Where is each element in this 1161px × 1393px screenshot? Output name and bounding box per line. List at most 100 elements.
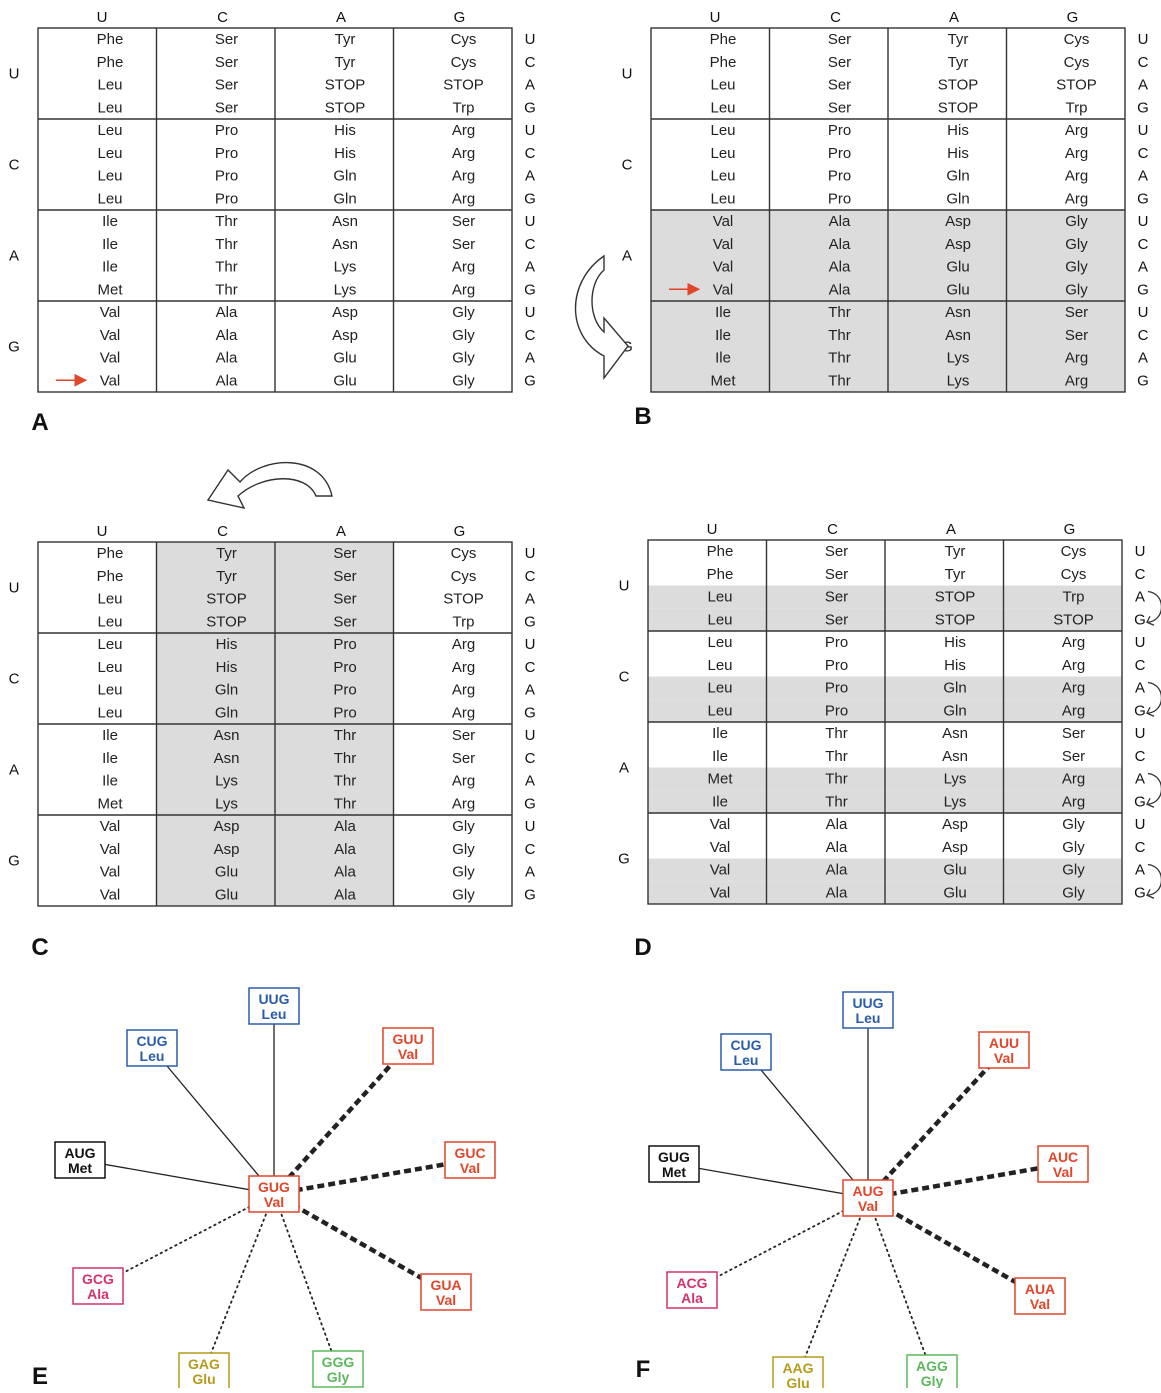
swap-curl-icon xyxy=(1147,681,1161,714)
swap-curl-icon xyxy=(1147,863,1161,896)
neighbor-codon-box xyxy=(444,1141,496,1179)
panel-letter: F xyxy=(636,1356,651,1383)
third-base-label: U xyxy=(525,304,536,321)
codon-cell: Leu xyxy=(97,591,122,608)
codon-cell: Ala xyxy=(216,304,238,321)
codon-cell: Ser xyxy=(825,566,848,583)
codon-cell: Glu xyxy=(943,862,966,879)
codon-cell: Ala xyxy=(826,816,848,833)
neighbor-codon-codon: AUG xyxy=(64,1145,95,1161)
codon-cell: Ala xyxy=(334,818,356,835)
third-base-label: G xyxy=(524,372,536,389)
neighbor-codon-box xyxy=(178,1352,230,1390)
neighbor-codon-box xyxy=(720,1033,772,1071)
codon-cell: Tyr xyxy=(335,31,356,48)
row-header: U xyxy=(622,66,633,83)
codon-cell: Asp xyxy=(945,213,971,230)
third-base-label: A xyxy=(1138,259,1148,276)
codon-cell: Ala xyxy=(334,886,356,903)
neighbor-codon-aa: Leu xyxy=(262,1006,287,1022)
third-base-label: A xyxy=(525,77,535,94)
codon-cell: Tyr xyxy=(945,543,966,560)
neighbor-codon-codon: AAG xyxy=(782,1360,813,1376)
neighbor-codon-codon: AUU xyxy=(989,1035,1019,1051)
codon-cell: Gln xyxy=(215,682,238,699)
third-base-label: C xyxy=(525,568,536,585)
codon-cell: Arg xyxy=(1065,190,1088,207)
third-base-label: U xyxy=(1135,543,1146,560)
neighbor-codon-aa: Ala xyxy=(87,1286,109,1302)
column-header: G xyxy=(1064,521,1076,538)
codon-cell: Ile xyxy=(712,793,728,810)
codon-cell: Ser xyxy=(1065,304,1088,321)
codon-cell: Ala xyxy=(216,327,238,344)
codon-cell: Asp xyxy=(942,839,968,856)
codon-cell: Thr xyxy=(334,727,357,744)
codon-cell: Arg xyxy=(452,795,475,812)
codon-cell: Val xyxy=(100,327,121,344)
swap-curl-icon xyxy=(1147,772,1161,805)
center-codon-box xyxy=(842,1179,894,1217)
neighbor-link-solid xyxy=(673,1163,869,1199)
codon-cell: His xyxy=(944,657,966,674)
codon-cell: His xyxy=(216,636,238,653)
codon-cell: Cys xyxy=(451,54,477,71)
column-header: C xyxy=(827,521,838,538)
codon-cell: Leu xyxy=(97,77,122,94)
codon-cell: Thr xyxy=(334,795,357,812)
codon-cell: Ile xyxy=(715,350,731,367)
codon-cell: Glu xyxy=(943,884,966,901)
codon-cell: Pro xyxy=(825,634,848,651)
codon-cell: Ser xyxy=(333,613,356,630)
neighbor-codon-box xyxy=(648,1145,700,1183)
codon-cell: Val xyxy=(100,304,121,321)
codon-cell: His xyxy=(947,145,969,162)
codon-cell: Thr xyxy=(215,213,238,230)
neighbor-codon-aa: Met xyxy=(662,1164,686,1180)
third-base-label: U xyxy=(525,636,536,653)
codon-cell: Glu xyxy=(946,259,969,276)
codon-cell: Ala xyxy=(829,259,851,276)
codon-cell: Leu xyxy=(97,122,122,139)
codon-cell: Val xyxy=(100,350,121,367)
third-base-label: G xyxy=(1134,793,1146,810)
third-base-label: G xyxy=(524,795,536,812)
neighbor-codon-box xyxy=(420,1273,472,1311)
codon-cell: Met xyxy=(97,795,123,812)
neighbor-codon-aa: Leu xyxy=(856,1010,881,1026)
codon-cell: Ser xyxy=(452,236,475,253)
codon-cell: Gly xyxy=(452,864,475,881)
rotation-arrows xyxy=(206,254,629,510)
codon-cell: Asn xyxy=(332,213,358,230)
codon-cell: Val xyxy=(100,372,121,389)
codon-cell: Arg xyxy=(452,636,475,653)
neighbor-codon-box xyxy=(72,1267,124,1305)
codon-cell: Phe xyxy=(97,568,124,585)
center-codon-aa: Val xyxy=(858,1198,878,1214)
third-base-label: G xyxy=(524,190,536,207)
column-header: A xyxy=(946,521,956,538)
codon-cell: Met xyxy=(97,281,123,298)
column-header: G xyxy=(454,9,466,26)
codon-cell: Pro xyxy=(825,680,848,697)
codon-cell: Asp xyxy=(945,236,971,253)
vertical-swap-arrow-icon xyxy=(574,254,629,381)
neighbor-codon-aa: Met xyxy=(68,1160,92,1176)
codon-cell: Ser xyxy=(1062,725,1085,742)
third-base-label: A xyxy=(525,168,535,185)
codon-cell: Cys xyxy=(451,31,477,48)
codon-cell: Met xyxy=(707,771,733,788)
codon-cell: Lys xyxy=(215,773,238,790)
column-header: U xyxy=(710,9,721,26)
third-base-label: U xyxy=(1138,31,1149,48)
codon-cell: Leu xyxy=(97,682,122,699)
panel-letter: C xyxy=(31,934,48,961)
codon-cell: Arg xyxy=(452,259,475,276)
codon-cell: Phe xyxy=(707,566,734,583)
codon-cell: Arg xyxy=(1062,793,1085,810)
neighbor-codon-aa: Val xyxy=(1053,1164,1073,1180)
codon-cell: Cys xyxy=(1061,566,1087,583)
column-header: U xyxy=(707,521,718,538)
codon-cell: Leu xyxy=(97,704,122,721)
